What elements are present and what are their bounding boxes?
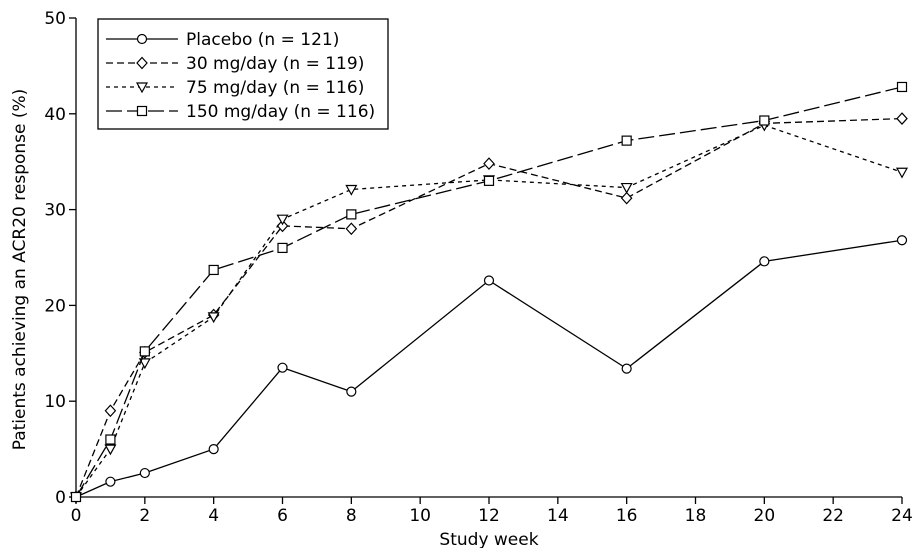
x-tick-label-0: 0 bbox=[71, 506, 82, 526]
data-point-s3-3 bbox=[208, 264, 219, 276]
x-axis-label: Study week bbox=[439, 530, 538, 548]
legend-marker-3 bbox=[136, 105, 148, 117]
series-layer bbox=[69, 81, 909, 504]
data-point-s3-1 bbox=[105, 434, 116, 445]
legend-label-2: 75 mg/day (n = 116) bbox=[186, 78, 364, 98]
series-1 bbox=[70, 112, 908, 504]
data-point-s1-1 bbox=[104, 404, 117, 418]
x-tick-label-8: 8 bbox=[346, 506, 357, 526]
data-point-s0-5 bbox=[346, 386, 357, 397]
legend-label-0: Placebo (n = 121) bbox=[186, 30, 339, 50]
legend-marker-2 bbox=[135, 82, 149, 94]
y-tick-label-10: 10 bbox=[44, 392, 66, 412]
data-point-s3-9 bbox=[896, 81, 908, 93]
data-point-s2-9 bbox=[895, 167, 909, 179]
y-tick-label-0: 0 bbox=[55, 488, 66, 508]
y-tick-label-50: 50 bbox=[44, 9, 66, 29]
y-axis-label: Patients achieving an ACR20 response (%) bbox=[10, 89, 30, 451]
data-point-s2-5 bbox=[345, 184, 358, 196]
data-point-s0-6 bbox=[483, 275, 495, 286]
y-tick-label-40: 40 bbox=[44, 105, 66, 125]
x-tick-label-4: 4 bbox=[208, 506, 219, 526]
legend-label-3: 150 mg/day (n = 116) bbox=[186, 102, 375, 122]
series-3 bbox=[70, 81, 908, 503]
data-point-s1-5 bbox=[345, 222, 358, 236]
legend-marker-1 bbox=[136, 56, 148, 70]
data-point-s0-7 bbox=[621, 363, 632, 374]
data-point-s1-6 bbox=[483, 157, 495, 171]
x-tick-label-12: 12 bbox=[478, 506, 500, 526]
y-tick-label-20: 20 bbox=[44, 296, 66, 316]
x-tick-label-6: 6 bbox=[277, 506, 288, 526]
data-point-s0-4 bbox=[277, 362, 288, 373]
data-point-s1-9 bbox=[896, 112, 908, 125]
data-point-s3-7 bbox=[621, 135, 632, 146]
data-point-s2-2 bbox=[138, 358, 151, 370]
data-point-s2-1 bbox=[104, 444, 117, 456]
data-point-s1-4 bbox=[276, 219, 289, 233]
data-point-s2-4 bbox=[276, 214, 289, 226]
x-tick-label-20: 20 bbox=[754, 506, 776, 526]
legend-label-1: 30 mg/day (n = 119) bbox=[186, 54, 364, 74]
series-line-3 bbox=[75, 86, 903, 498]
data-point-s3-6 bbox=[483, 175, 495, 186]
x-tick-label-2: 2 bbox=[139, 506, 150, 526]
legend: Placebo (n = 121) 30 mg/day (n = 119) 75 m… bbox=[97, 18, 389, 130]
series-0 bbox=[70, 235, 908, 503]
data-point-s3-2 bbox=[139, 346, 150, 357]
data-point-s3-5 bbox=[346, 209, 357, 220]
data-point-s3-8 bbox=[759, 115, 770, 126]
legend-marker-0 bbox=[136, 33, 148, 45]
series-line-2 bbox=[75, 124, 903, 498]
data-point-s2-3 bbox=[207, 312, 220, 324]
x-tick-label-22: 22 bbox=[822, 506, 844, 526]
data-point-s0-2 bbox=[139, 467, 150, 479]
x-tick-label-10: 10 bbox=[409, 506, 431, 526]
data-point-s0-3 bbox=[208, 444, 219, 455]
data-point-s3-4 bbox=[277, 242, 288, 254]
data-point-s1-7 bbox=[620, 191, 633, 205]
y-tick-label-30: 30 bbox=[44, 201, 66, 221]
data-point-s0-9 bbox=[896, 235, 908, 246]
data-point-s0-8 bbox=[759, 256, 770, 267]
data-point-s3-0 bbox=[70, 491, 82, 503]
series-line-1 bbox=[75, 117, 903, 498]
x-tick-label-24: 24 bbox=[891, 506, 913, 526]
series-line-0 bbox=[75, 239, 903, 498]
x-tick-label-16: 16 bbox=[616, 506, 638, 526]
x-tick-label-18: 18 bbox=[685, 506, 707, 526]
data-point-s2-7 bbox=[620, 182, 633, 194]
x-tick-label-14: 14 bbox=[547, 506, 569, 526]
data-point-s0-1 bbox=[105, 476, 116, 487]
